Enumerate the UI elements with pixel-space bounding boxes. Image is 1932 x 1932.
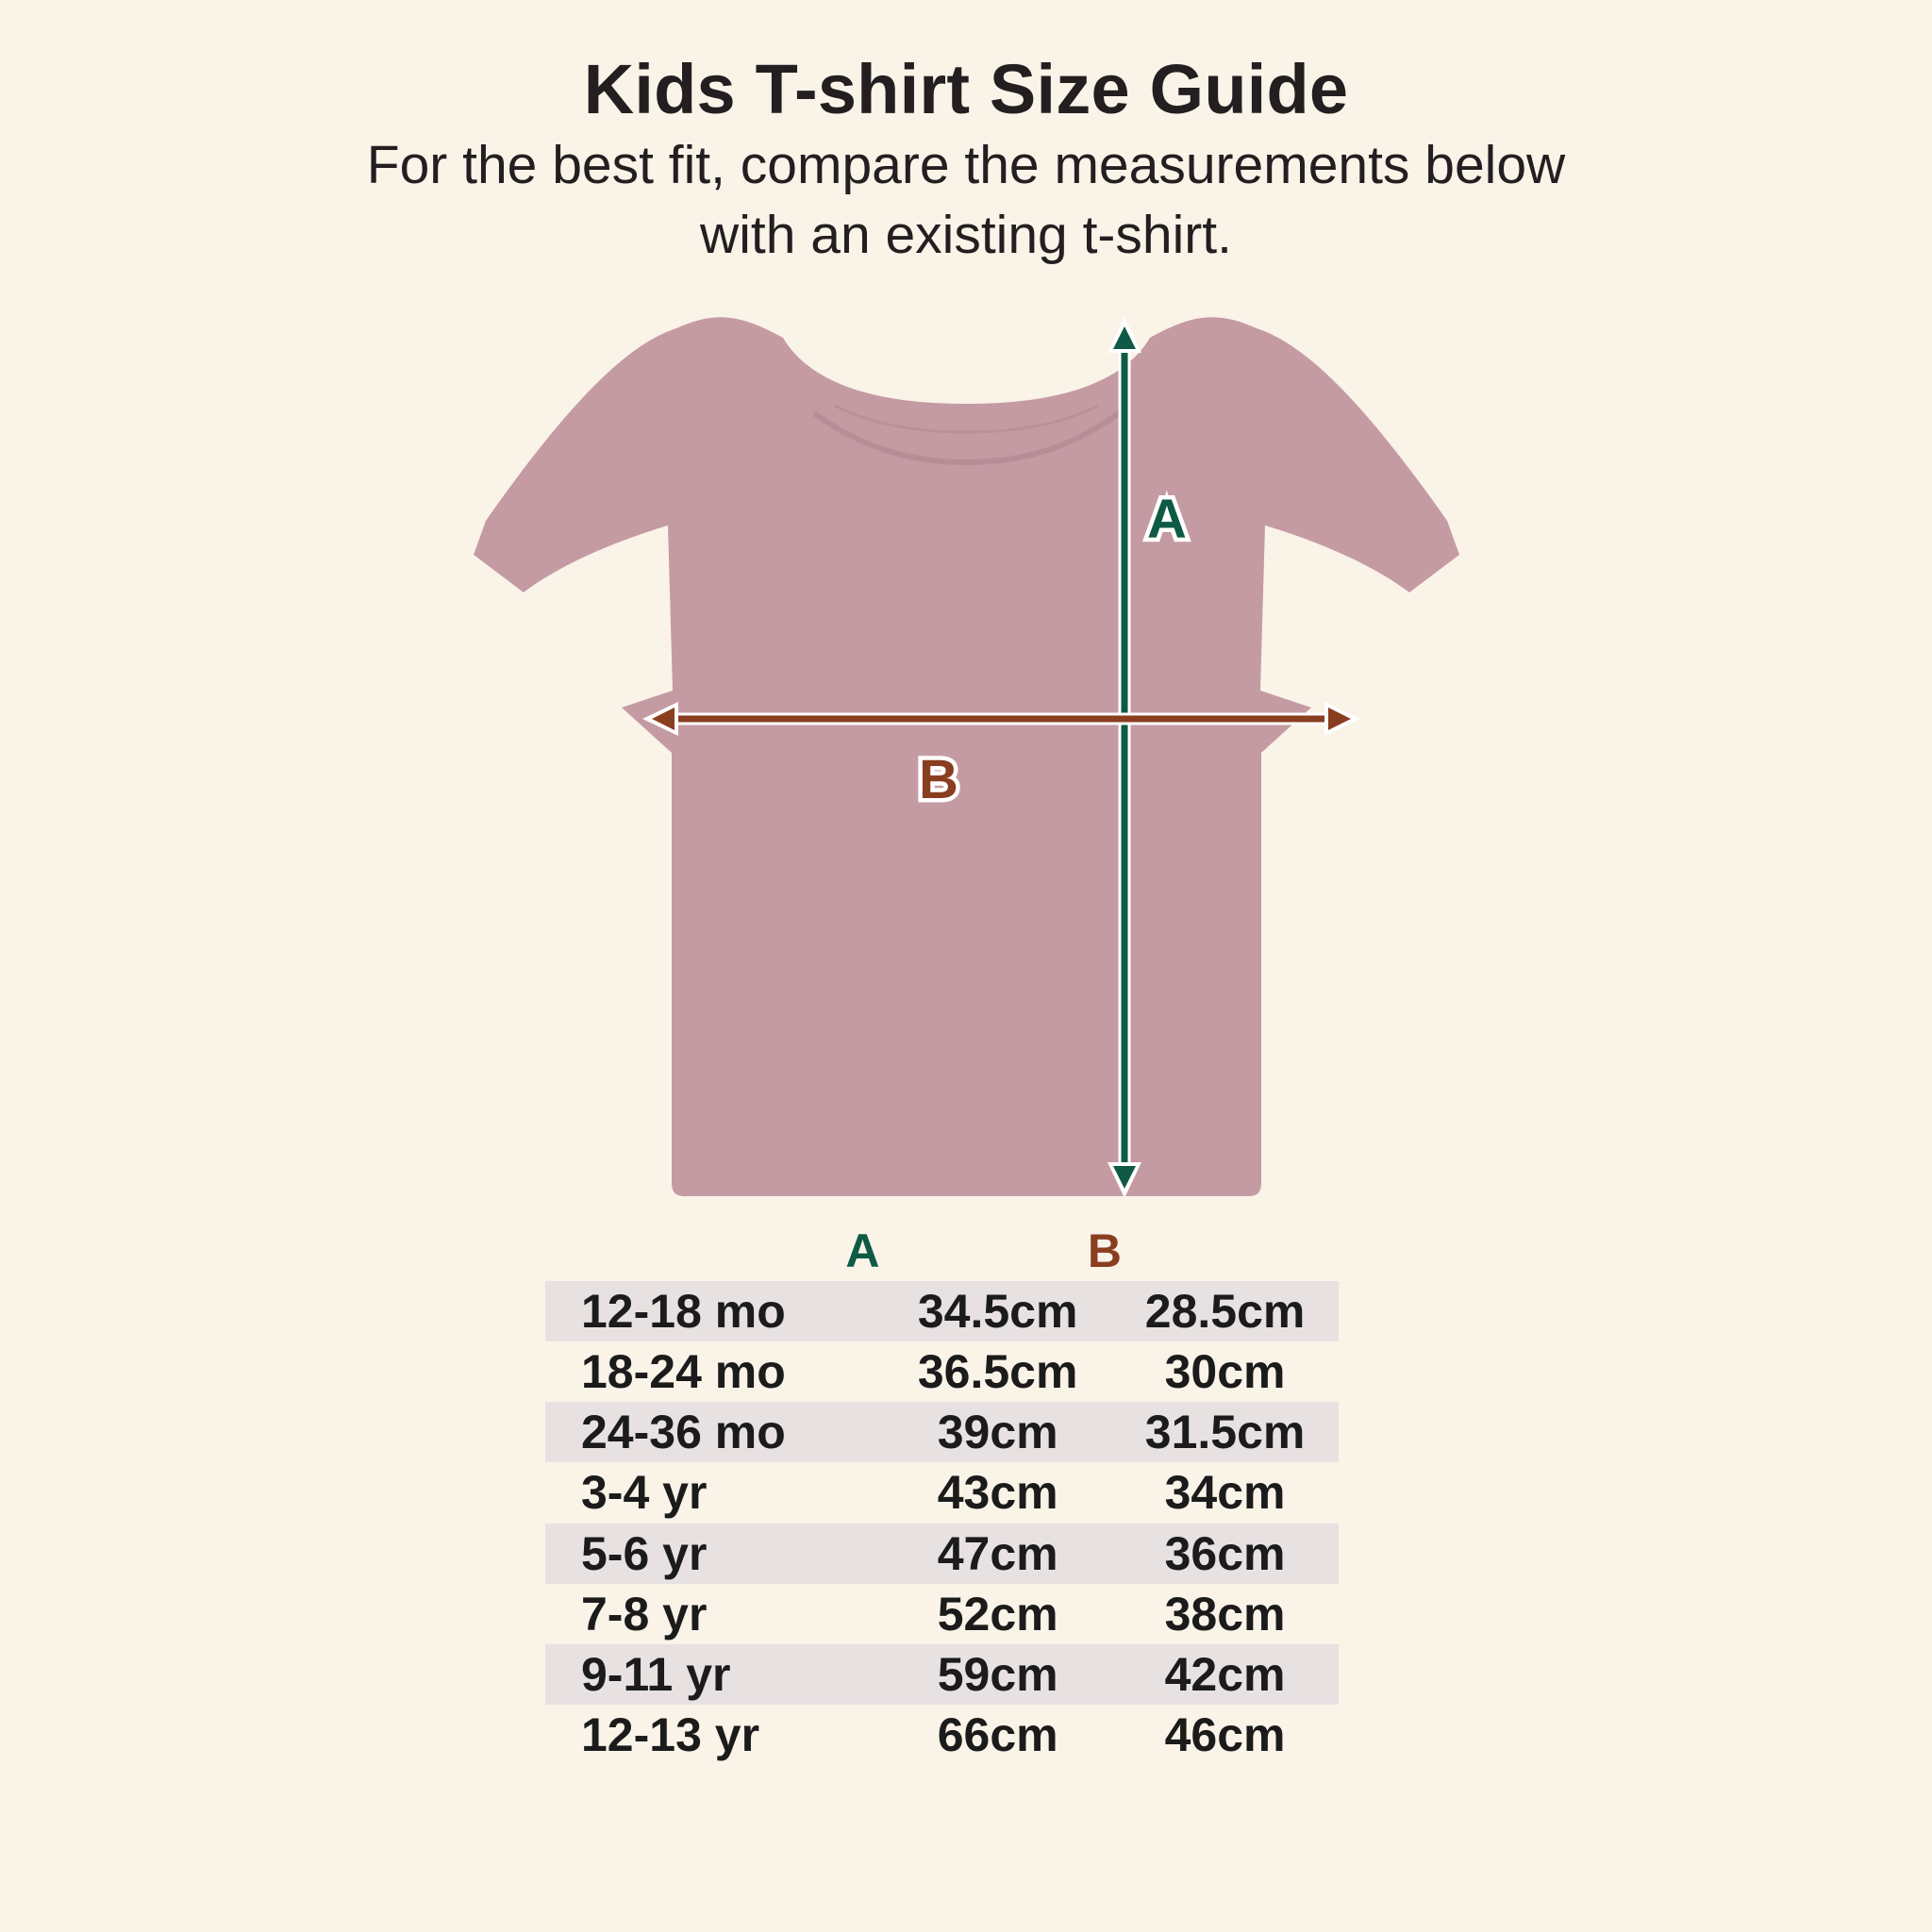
svg-text:A: A [1147,489,1187,550]
svg-text:B: B [919,749,958,810]
